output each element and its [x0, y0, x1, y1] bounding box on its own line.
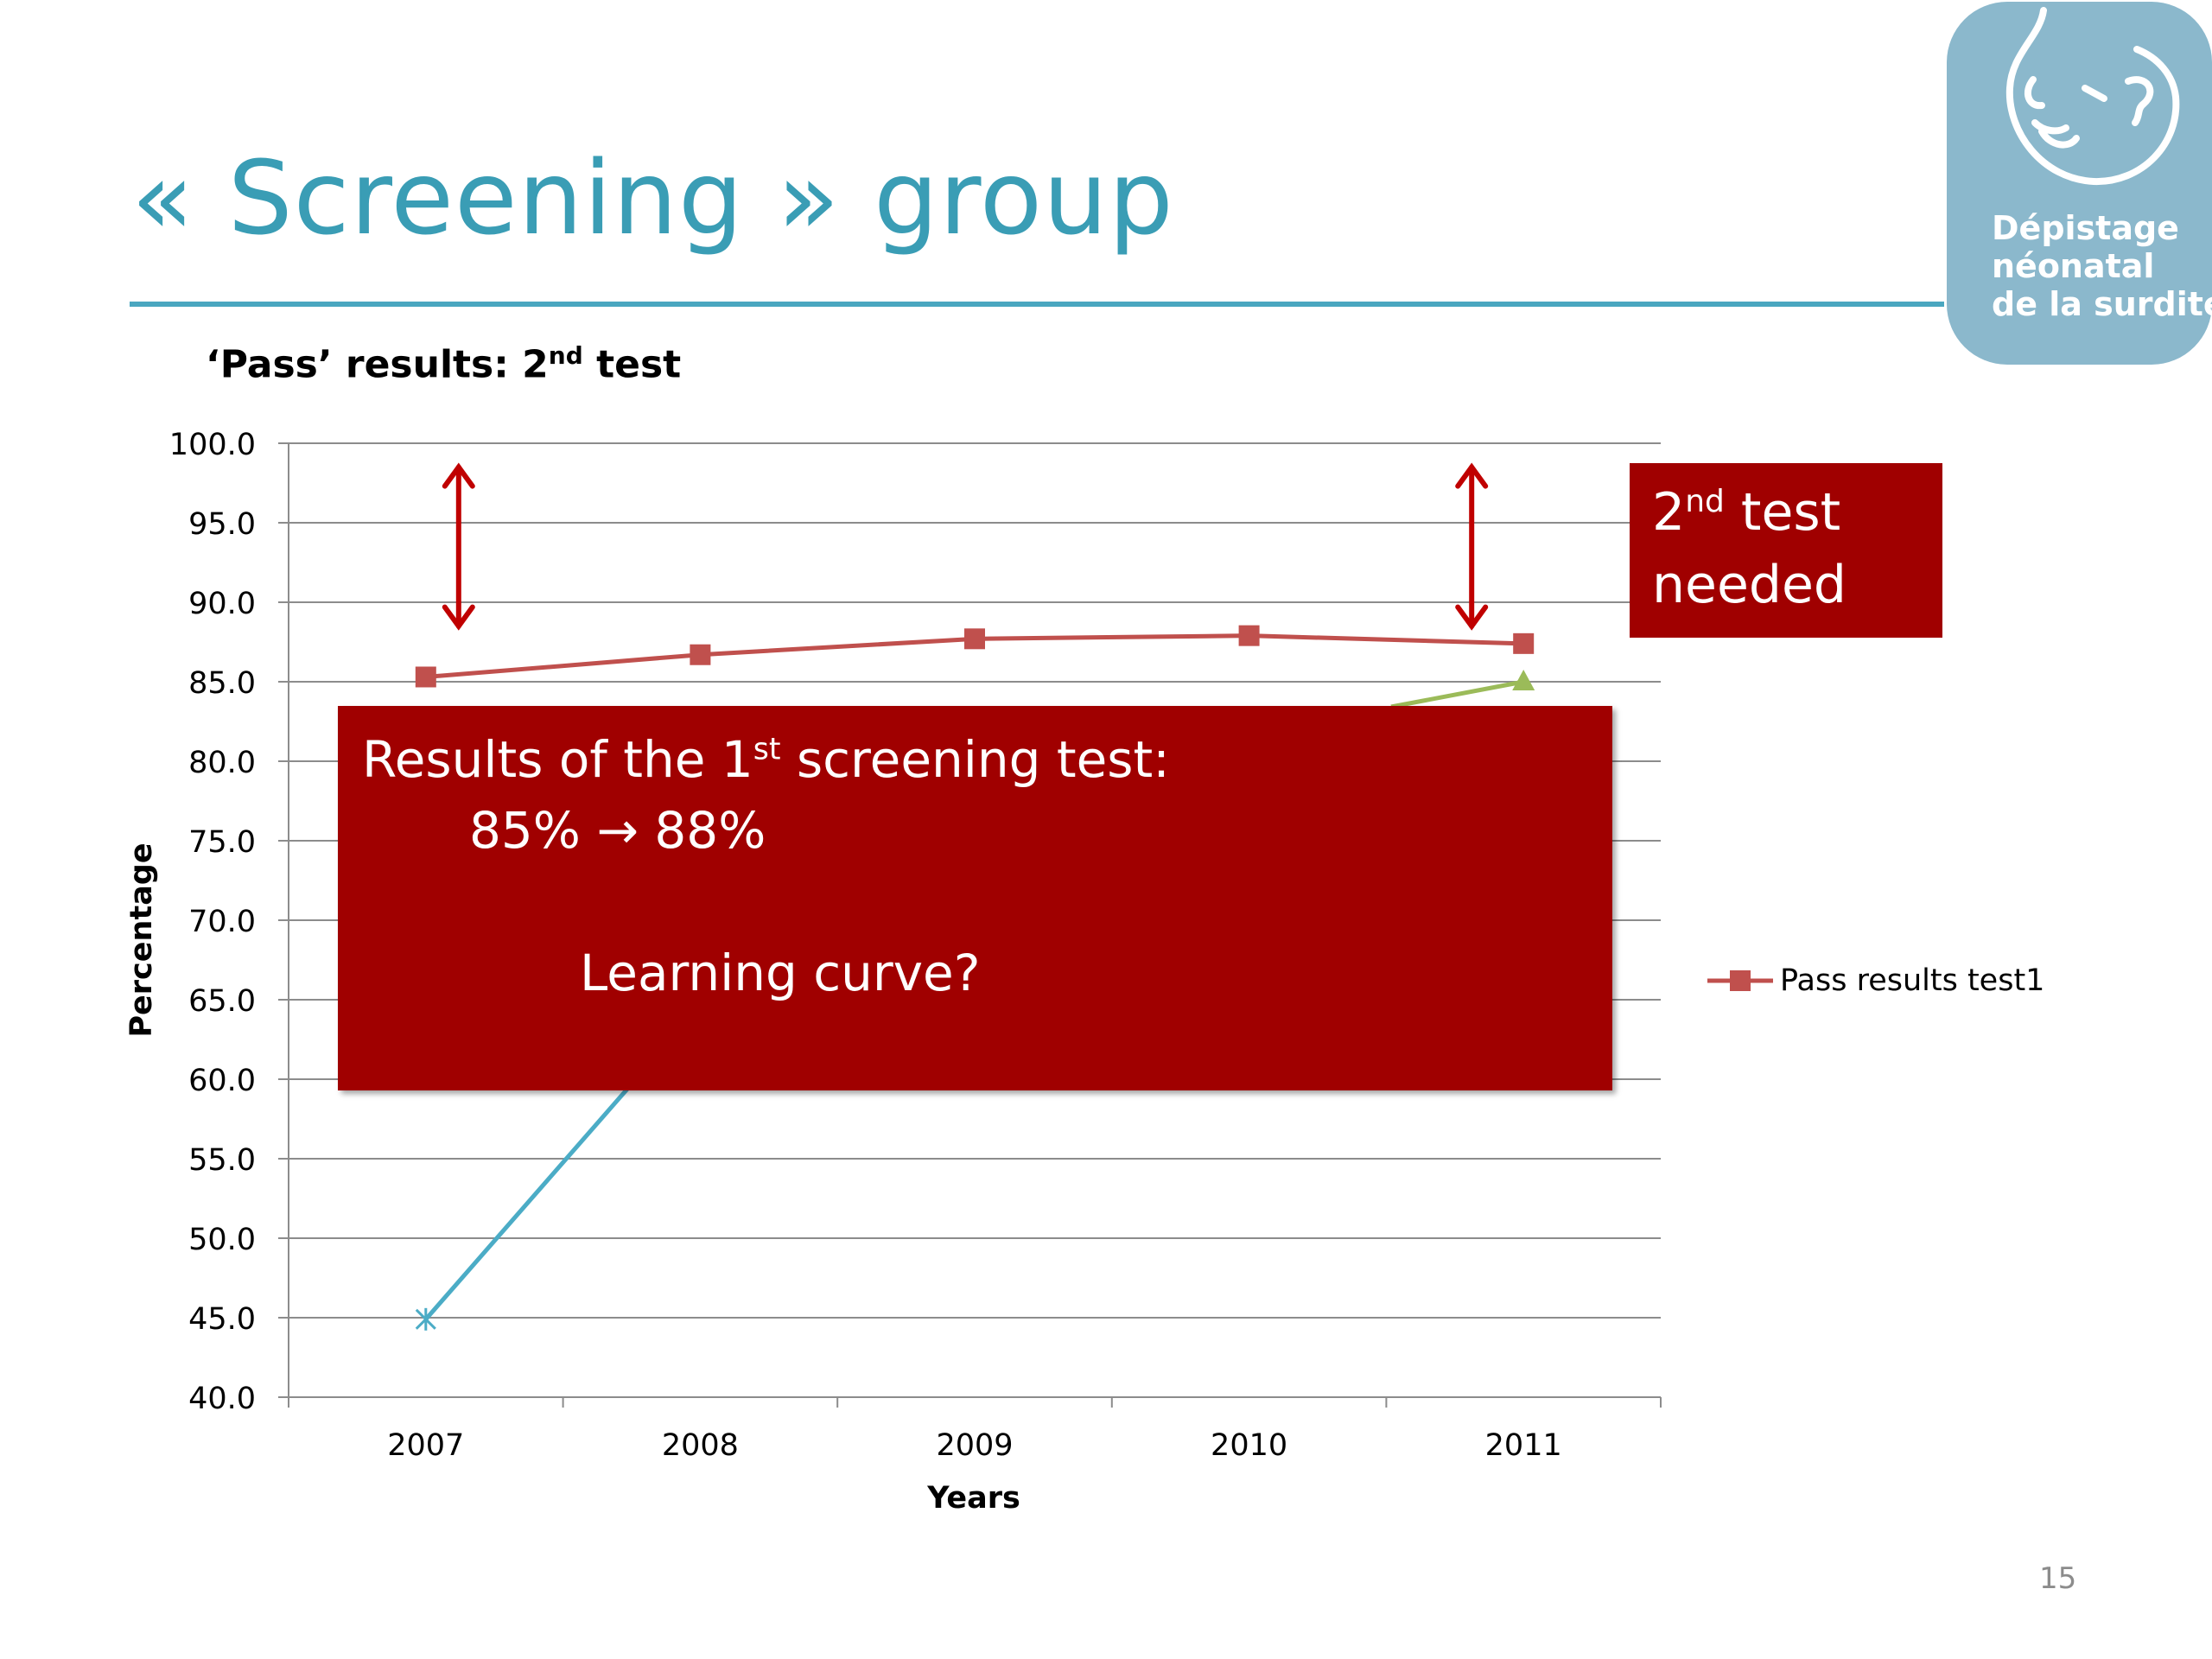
double-arrow: [442, 462, 475, 631]
y-tick-label: 85.0: [188, 666, 256, 701]
x-tick-label: 2007: [387, 1428, 464, 1463]
legend-swatch-square-line: [1707, 970, 1773, 991]
chart-legend: Pass results test1: [1706, 959, 2044, 1002]
logo-line-3: de la surdité: [1992, 285, 2212, 323]
y-tick-label: 90.0: [188, 587, 256, 621]
y-tick-label: 40.0: [188, 1382, 256, 1416]
x-tick-label: 2009: [936, 1428, 1013, 1463]
callout-main-prefix: Results of the 1: [362, 730, 753, 789]
callout-main-suffix: screening test:: [780, 730, 1170, 789]
first-test-callout: Results of the 1st screening test: 85% →…: [338, 706, 1612, 1090]
logo-line-1: Dépistage: [1992, 209, 2179, 247]
callout-main-line-2: 85% → 88%: [469, 801, 766, 860]
double-arrow: [1455, 462, 1489, 631]
y-tick-label: 95.0: [188, 507, 256, 542]
x-tick-label: 2008: [662, 1428, 739, 1463]
data-point: [1513, 632, 1535, 654]
callout-main-sup: st: [753, 732, 781, 767]
chart-title-suffix: test: [582, 342, 682, 387]
data-point: [415, 666, 436, 688]
second-test-callout: 2nd test needed: [1630, 463, 1942, 638]
series-line-2: [1390, 679, 1524, 709]
y-axis-label: Percentage: [124, 842, 159, 1037]
callout-main-line-1: Results of the 1st screening test:: [362, 730, 1170, 789]
callout-main-line-3: Learning curve?: [580, 944, 981, 1002]
y-tick-label: 50.0: [188, 1223, 256, 1257]
y-tick-label: 80.0: [188, 746, 256, 780]
data-point: [1238, 625, 1260, 646]
x-tick-label: 2010: [1211, 1428, 1287, 1463]
x-axis-label: Years: [926, 1481, 1020, 1516]
data-point: [415, 1307, 436, 1331]
y-tick-label: 100.0: [169, 428, 256, 462]
logo-line-2: néonatal: [1992, 247, 2155, 285]
callout-side-suffix: test: [1724, 482, 1841, 543]
page-number: 15: [2039, 1561, 2077, 1596]
data-point: [964, 628, 985, 650]
x-tick-label: 2011: [1485, 1428, 1562, 1463]
title-divider: [130, 302, 1944, 307]
annotations: [442, 462, 1489, 631]
y-tick-label: 65.0: [188, 984, 256, 1019]
legend-label: Pass results test1: [1780, 963, 2045, 998]
slide-title: « Screening » group: [131, 138, 1174, 257]
series: [415, 625, 1535, 1331]
data-point: [1512, 670, 1535, 690]
y-tick-label: 60.0: [188, 1064, 256, 1098]
logo: Dépistage néonatal de la surdité: [1947, 2, 2212, 365]
y-tick-label: 70.0: [188, 905, 256, 939]
baby-face-icon: [2005, 7, 2180, 186]
chart-title-prefix: ‘Pass’ results: 2: [206, 342, 549, 387]
y-tick-label: 75.0: [188, 825, 256, 860]
callout-side-prefix: 2: [1652, 482, 1686, 543]
callout-side-line-1: 2nd test: [1652, 482, 1840, 543]
y-tick-label: 55.0: [188, 1143, 256, 1178]
series-line-1: [423, 1078, 637, 1321]
chart-title-sup: nd: [548, 341, 583, 370]
data-point: [690, 644, 711, 665]
callout-side-sup: nd: [1685, 484, 1725, 519]
axes: 40.0 45.0 50.0 55.0 60.0 65.0 70.0 75.0 80.0 85.0…: [169, 428, 1662, 1463]
chart-title: ‘Pass’ results: 2nd test: [206, 341, 681, 387]
callout-side-line-2: needed: [1652, 555, 1847, 615]
y-tick-label: 45.0: [188, 1302, 256, 1337]
